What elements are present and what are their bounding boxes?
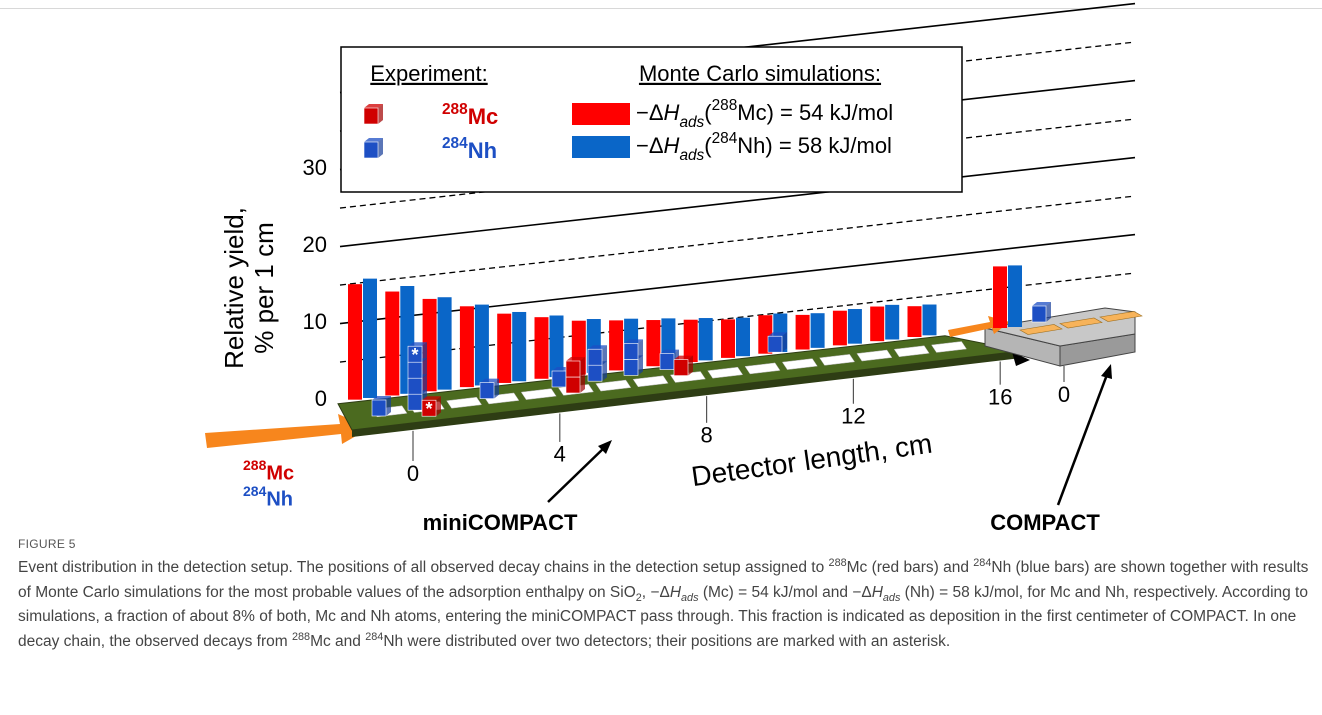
beam-arrow: [205, 414, 370, 448]
chart: 0 10 20 30 Relative yield,% per 1 cm 0 4 8 12 16 0…: [0, 0, 1322, 530]
legend-swatch: [572, 103, 630, 125]
event-box-front: [660, 354, 674, 370]
pointer-arrow-head: [1101, 364, 1112, 379]
simulation-bar: [923, 305, 937, 336]
event-box-front: [566, 377, 580, 393]
beam-label: 288Mc: [243, 457, 294, 485]
legend-swatch: [364, 138, 383, 158]
simulation-bar: [833, 311, 847, 346]
event-box-front: [566, 361, 580, 377]
y-axis-label: Relative yield,: [219, 207, 249, 369]
event-box-front: [674, 360, 688, 376]
simulation-bar: [811, 313, 825, 348]
y-axis-label: % per 1 cm: [249, 222, 279, 354]
simulation-bar: [885, 305, 899, 340]
y-tick-label: 30: [303, 155, 327, 180]
event-stack: [566, 357, 585, 393]
event-box-front: [408, 378, 422, 394]
simulation-bar: [348, 284, 362, 400]
event-box-front: [588, 365, 602, 381]
event-box-front: [552, 371, 566, 387]
event-box-front: [624, 359, 638, 375]
x-tick-label: 0: [1058, 382, 1070, 407]
simulation-bar: [609, 320, 623, 370]
annotation: miniCOMPACT: [423, 510, 578, 530]
simulation-bar: [848, 309, 862, 344]
compact-simulation-bar: [1008, 265, 1022, 327]
legend-swatch: [572, 136, 630, 158]
compact-simulation-bar: [993, 266, 1007, 328]
event-box-front: [408, 394, 422, 410]
event-box-front: [364, 108, 378, 124]
simulation-bar: [736, 318, 750, 357]
simulation-bar: [535, 317, 549, 379]
beam-label: 284Nh: [243, 483, 293, 511]
event-box-front: [364, 142, 378, 158]
event-stack: [480, 379, 499, 399]
y-tick-label: 0: [315, 386, 327, 411]
event-stack: [624, 339, 643, 375]
simulation-bar: [363, 279, 377, 398]
simulation-bar: [475, 305, 489, 386]
x-tick-label: 4: [554, 442, 566, 467]
x-tick-label: 12: [841, 404, 865, 429]
legend-swatch: [364, 104, 383, 124]
annotation: COMPACT: [990, 510, 1100, 530]
figure-caption: Event distribution in the detection setu…: [18, 556, 1310, 654]
compact-event-stack: [1032, 302, 1051, 322]
asterisk: *: [425, 399, 432, 419]
event-box-front: [768, 336, 782, 352]
event-box-front: [480, 383, 494, 399]
event-box-front: [372, 400, 386, 416]
legend-title: Experiment:: [370, 61, 487, 86]
event-stack: [588, 345, 607, 381]
simulation-bar: [497, 314, 511, 383]
simulation-bar: [908, 306, 922, 337]
simulation-bar: [870, 307, 884, 342]
x-tick-label: 8: [700, 423, 712, 448]
x-axis-label: Detector length, cm: [689, 428, 934, 492]
x-tick-label: 16: [988, 384, 1012, 409]
event-stack: [372, 396, 391, 416]
event-box-front: [624, 343, 638, 359]
x-tick-label: 0: [407, 461, 419, 486]
simulation-bar: [512, 312, 526, 381]
simulation-bar: [385, 292, 399, 396]
simulation-bar: [460, 306, 474, 387]
asterisk: *: [411, 345, 418, 365]
simulation-bar: [796, 315, 810, 350]
figure-label: FIGURE 5: [18, 537, 76, 551]
simulation-bar: [646, 320, 660, 366]
y-tick-label: 20: [303, 232, 327, 257]
event-stack: [768, 332, 787, 352]
simulation-bar: [438, 297, 452, 389]
legend-title: Monte Carlo simulations:: [639, 61, 881, 86]
event-stack: [674, 356, 693, 376]
figure-page: 0 10 20 30 Relative yield,% per 1 cm 0 4 8 12 16 0…: [0, 0, 1322, 715]
y-tick-label: 10: [303, 309, 327, 334]
event-box-front: [1032, 306, 1046, 322]
event-box-front: [588, 349, 602, 365]
simulation-bar: [721, 319, 735, 358]
simulation-bar: [699, 318, 713, 360]
